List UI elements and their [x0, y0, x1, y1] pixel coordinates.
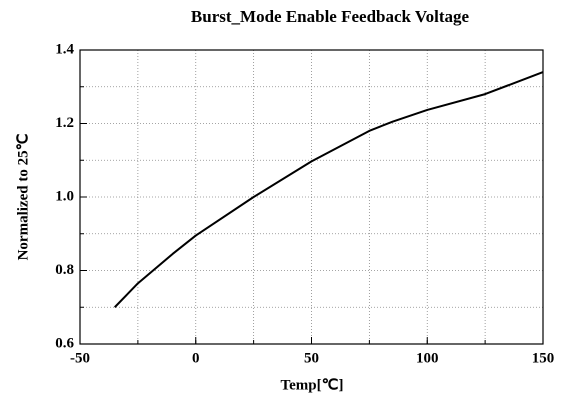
x-axis-label: Temp[℃]	[281, 377, 344, 393]
y-tick-label: 1.2	[55, 115, 74, 131]
x-tick-label: 100	[416, 350, 439, 366]
x-tick-label: 50	[304, 350, 319, 366]
x-tick-label: 0	[192, 350, 200, 366]
y-tick-label: 0.6	[55, 335, 74, 351]
x-tick-label: -50	[70, 350, 90, 366]
chart-title: Burst_Mode Enable Feedback Voltage	[191, 7, 470, 26]
y-tick-label: 1.0	[55, 188, 74, 204]
y-axis-label: Normalized to 25℃	[15, 133, 31, 260]
data-line	[114, 71, 544, 308]
plot-frame	[79, 49, 544, 345]
y-tick-label: 0.8	[55, 262, 74, 278]
y-tick-label: 1.4	[55, 41, 74, 57]
x-tick-label: 150	[532, 350, 555, 366]
